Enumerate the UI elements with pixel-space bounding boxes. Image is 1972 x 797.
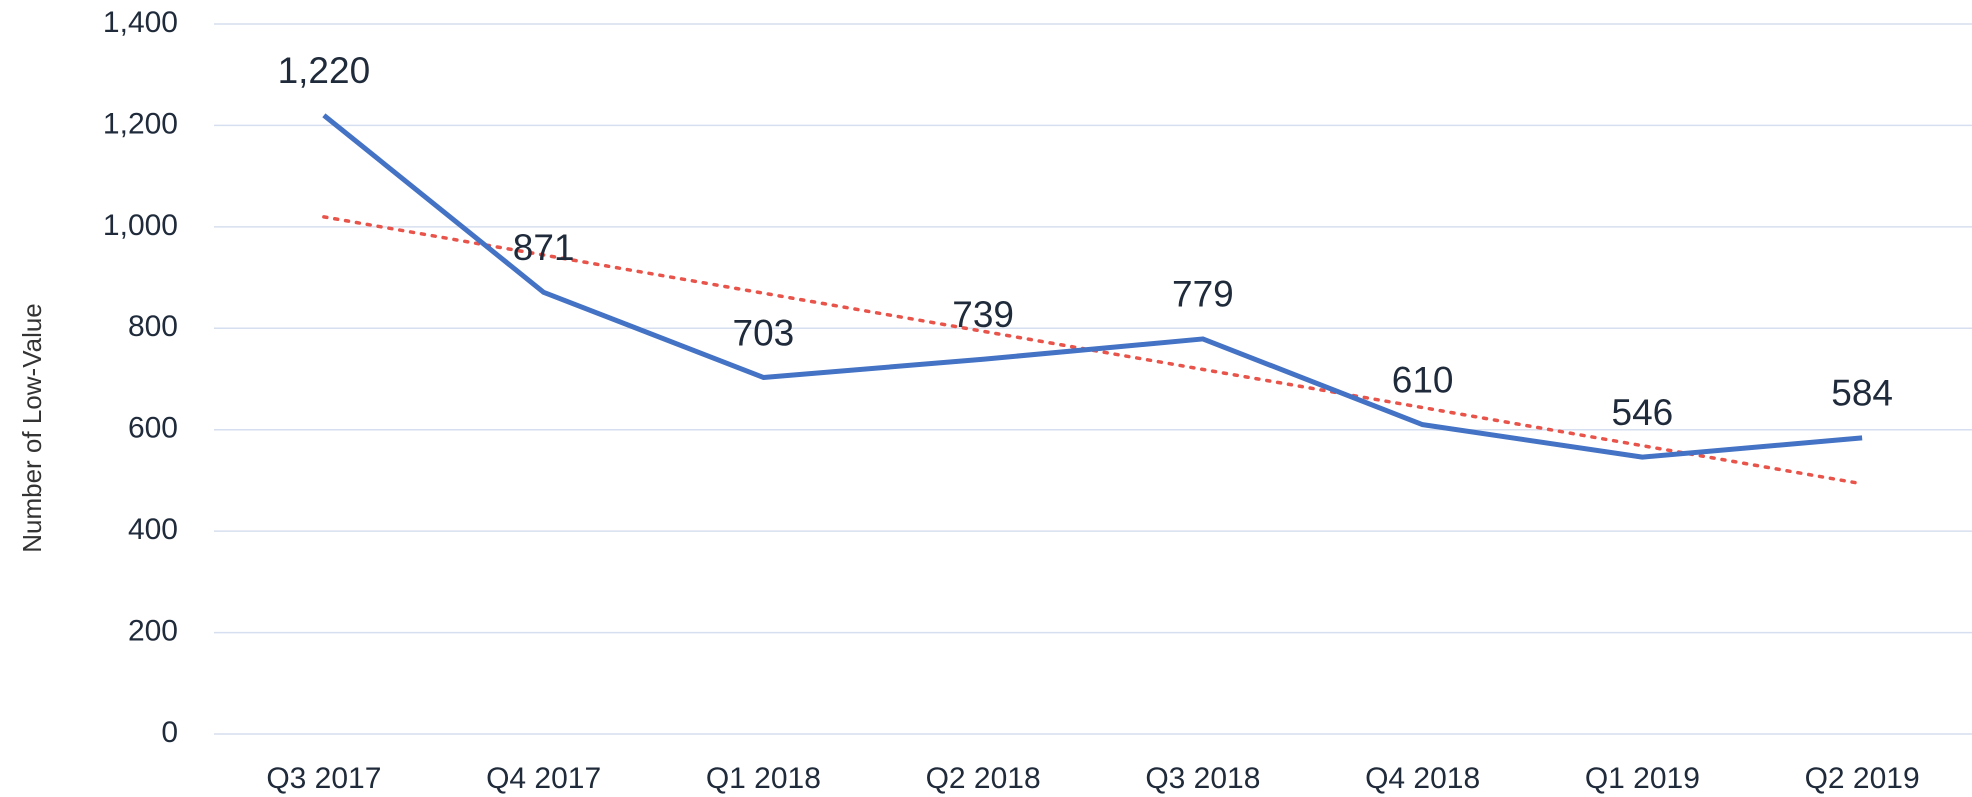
y-axis-label: Number of Low-Value	[17, 303, 47, 553]
data-label: 871	[513, 227, 575, 268]
data-label: 1,220	[278, 50, 371, 91]
x-tick-label: Q4 2017	[486, 762, 601, 795]
data-label: 779	[1172, 274, 1234, 315]
y-tick-label: 1,400	[103, 6, 178, 39]
x-tick-label: Q3 2018	[1145, 762, 1260, 795]
data-label: 546	[1612, 392, 1674, 433]
y-tick-label: 1,000	[103, 209, 178, 242]
data-label: 703	[733, 312, 795, 353]
x-tick-label: Q2 2019	[1805, 762, 1920, 795]
x-tick-label: Q2 2018	[926, 762, 1041, 795]
x-tick-label: Q4 2018	[1365, 762, 1480, 795]
y-tick-label: 200	[128, 614, 178, 647]
data-label: 610	[1392, 359, 1454, 400]
x-tick-label: Q1 2019	[1585, 762, 1700, 795]
data-label: 739	[952, 294, 1014, 335]
y-tick-label: 400	[128, 513, 178, 546]
y-tick-label: 1,200	[103, 107, 178, 140]
y-tick-label: 0	[161, 716, 178, 749]
x-tick-label: Q1 2018	[706, 762, 821, 795]
data-label: 584	[1831, 373, 1893, 414]
x-tick-label: Q3 2017	[266, 762, 381, 795]
y-tick-label: 800	[128, 310, 178, 343]
line-series	[322, 113, 1863, 460]
y-tick-label: 600	[128, 412, 178, 445]
